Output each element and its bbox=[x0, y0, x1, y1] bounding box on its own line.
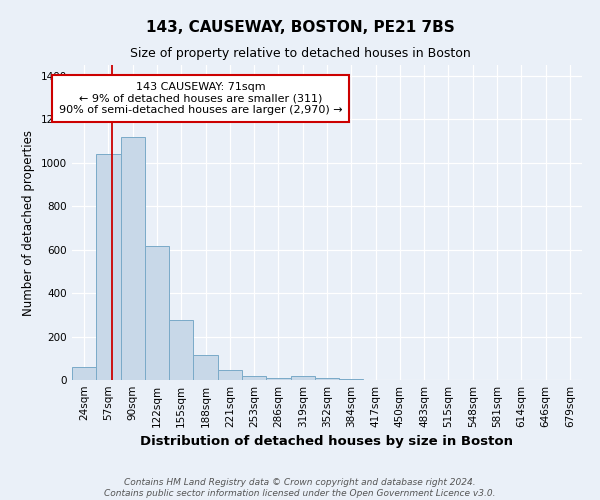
Bar bbox=[315, 378, 339, 380]
Bar bbox=[193, 355, 218, 380]
Bar bbox=[339, 379, 364, 380]
Bar bbox=[218, 370, 242, 380]
Bar bbox=[169, 320, 193, 380]
Bar bbox=[266, 378, 290, 380]
Bar bbox=[96, 154, 121, 380]
Text: Contains HM Land Registry data © Crown copyright and database right 2024.
Contai: Contains HM Land Registry data © Crown c… bbox=[104, 478, 496, 498]
Bar bbox=[242, 376, 266, 380]
Text: 143 CAUSEWAY: 71sqm
← 9% of detached houses are smaller (311)
90% of semi-detach: 143 CAUSEWAY: 71sqm ← 9% of detached hou… bbox=[59, 82, 343, 116]
Bar bbox=[290, 376, 315, 380]
X-axis label: Distribution of detached houses by size in Boston: Distribution of detached houses by size … bbox=[140, 436, 514, 448]
Bar bbox=[145, 246, 169, 380]
Bar bbox=[72, 367, 96, 380]
Text: Size of property relative to detached houses in Boston: Size of property relative to detached ho… bbox=[130, 48, 470, 60]
Bar bbox=[121, 136, 145, 380]
Text: 143, CAUSEWAY, BOSTON, PE21 7BS: 143, CAUSEWAY, BOSTON, PE21 7BS bbox=[146, 20, 454, 35]
Y-axis label: Number of detached properties: Number of detached properties bbox=[22, 130, 35, 316]
